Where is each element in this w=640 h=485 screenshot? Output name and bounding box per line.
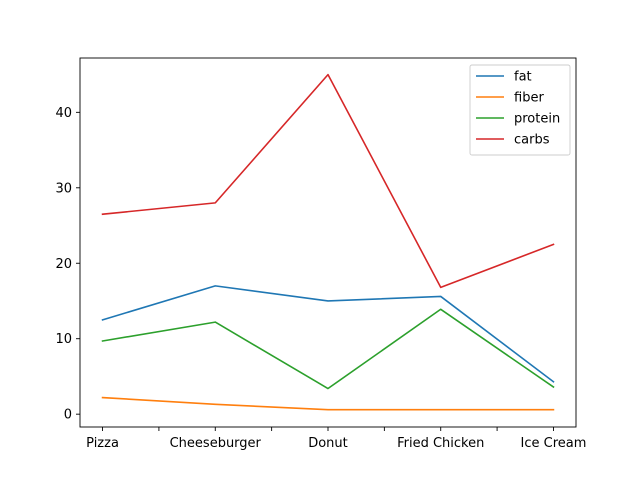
x-tick-label: Donut: [308, 436, 348, 451]
legend-label-fat: fat: [514, 70, 532, 85]
y-tick-label: 40: [55, 106, 72, 121]
legend-label-protein: protein: [514, 112, 560, 127]
series-line-protein: [101, 308, 555, 390]
series-line-fiber: [101, 396, 555, 411]
x-tick-label: Cheeseburger: [170, 436, 262, 451]
series-line-fat: [101, 285, 555, 383]
y-tick-label: 0: [64, 408, 72, 423]
series-line-carbs: [101, 73, 555, 289]
y-tick-label: 10: [55, 332, 72, 347]
x-tick-label: Ice Cream: [521, 436, 587, 451]
x-tick-label: Fried Chicken: [397, 436, 484, 451]
legend-box: [469, 64, 571, 156]
y-tick-label: 30: [55, 181, 72, 196]
legend-label-fiber: fiber: [514, 91, 544, 106]
legend-label-carbs: carbs: [514, 133, 550, 148]
x-tick-label: Pizza: [86, 436, 119, 451]
y-tick-label: 20: [55, 257, 72, 272]
